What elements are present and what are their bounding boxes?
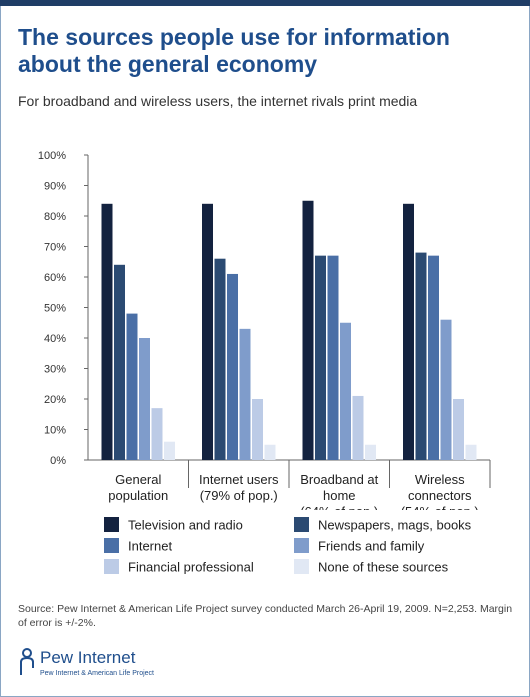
source-note: Source: Pew Internet & American Life Pro…: [18, 603, 513, 629]
x-category-label: Broadband at: [300, 472, 378, 487]
legend-label: Television and radio: [128, 517, 243, 533]
pew-internet-logo: Pew Internet Pew Internet & American Lif…: [18, 646, 218, 686]
legend-swatch: [294, 559, 309, 575]
bar: [440, 319, 452, 460]
bar: [151, 408, 163, 460]
legend-swatch: [104, 559, 119, 575]
x-category-label: (54% of pop.): [401, 504, 479, 510]
x-category-label: population: [108, 488, 168, 503]
y-tick-label: 20%: [44, 394, 66, 406]
legend-label: Newspapers, mags, books: [318, 517, 472, 533]
y-tick-label: 50%: [44, 303, 66, 315]
x-category-label: (64% of pop.): [300, 504, 378, 510]
bar: [352, 395, 364, 460]
bar: [340, 322, 351, 460]
y-tick-label: 30%: [44, 364, 66, 376]
bar: [264, 444, 276, 460]
x-category-label: connectors: [408, 488, 472, 503]
bar: [239, 328, 251, 460]
bar: [315, 255, 326, 460]
bar: [415, 252, 427, 460]
bar: [202, 203, 213, 461]
legend-label: Internet: [128, 538, 173, 554]
chart-subtitle: For broadband and wireless users, the in…: [18, 93, 418, 109]
bar: [465, 444, 477, 460]
y-tick-label: 80%: [44, 211, 66, 223]
bar: [453, 399, 464, 460]
legend-item-internet: Internet: [104, 537, 172, 555]
legend-swatch: [294, 538, 309, 554]
logo-name: Pew Internet: [40, 648, 136, 667]
bar: [164, 441, 175, 460]
x-category-label: General: [115, 472, 161, 487]
legend-swatch: [104, 538, 119, 554]
x-category-label: Internet users: [199, 472, 279, 487]
legend-item-newspapers: Newspapers, mags, books: [294, 516, 471, 534]
top-accent-bar: [0, 0, 530, 6]
legend-item-financial-professional: Financial professional: [104, 558, 254, 576]
bar: [403, 203, 414, 461]
bar: [101, 203, 113, 461]
logo-tagline: Pew Internet & American Life Project: [40, 670, 154, 677]
bar: [227, 273, 238, 460]
y-tick-label: 40%: [44, 333, 66, 345]
y-tick-label: 0%: [50, 455, 66, 467]
pew-person-icon: [20, 648, 34, 675]
bar: [428, 255, 439, 460]
y-tick-label: 70%: [44, 242, 66, 254]
x-category-label: home: [323, 488, 356, 503]
y-tick-label: 60%: [44, 272, 66, 284]
legend-swatch: [294, 517, 309, 533]
bar: [126, 313, 138, 460]
y-tick-label: 90%: [44, 181, 66, 193]
y-tick-label: 100%: [38, 150, 66, 162]
chart-title: The sources people use for information a…: [18, 24, 450, 77]
legend-item-television-radio: Television and radio: [104, 516, 243, 534]
legend-label: Friends and family: [318, 538, 425, 554]
bar: [114, 264, 125, 460]
bar: [139, 338, 150, 460]
legend-label: Financial professional: [128, 559, 254, 575]
bar: [214, 258, 226, 460]
legend-item-friends-family: Friends and family: [294, 537, 424, 555]
bar: [252, 399, 263, 460]
bar-chart: 0% 10% 20% 30% 40% 50% 60% 70% 80% 90% 100% General…: [38, 150, 491, 510]
bar: [327, 255, 339, 460]
legend-label: None of these sources: [318, 559, 449, 575]
legend-swatch: [104, 517, 119, 533]
legend-item-none: None of these sources: [294, 558, 448, 576]
x-category-label: Wireless: [415, 472, 465, 487]
y-tick-label: 10%: [44, 425, 66, 437]
x-category-label: (79% of pop.): [200, 488, 278, 503]
bar: [302, 200, 314, 460]
bar: [365, 444, 376, 460]
